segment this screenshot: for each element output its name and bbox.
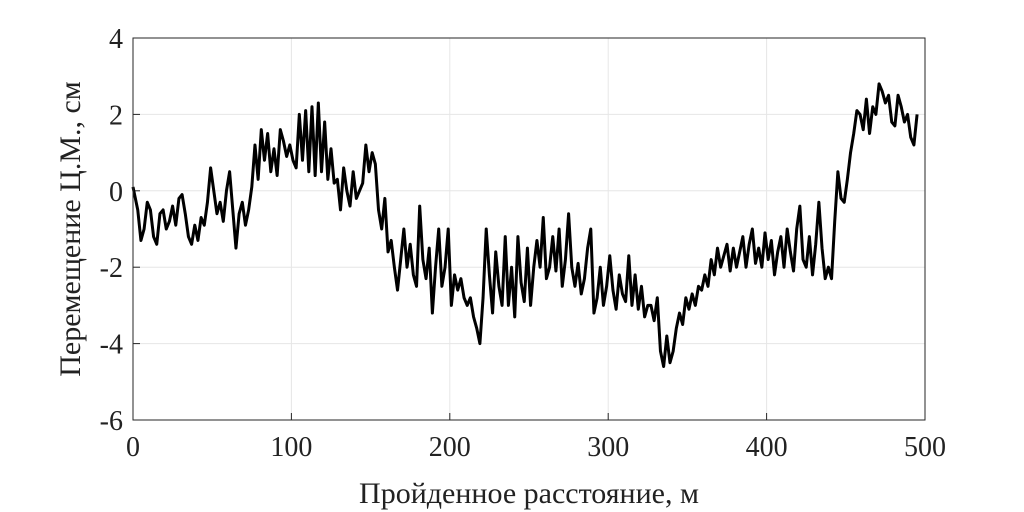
x-axis-label: Пройденное расстояние, м: [359, 477, 699, 510]
x-tick-label: 0: [126, 432, 140, 463]
x-tick-label: 500: [904, 432, 946, 463]
x-tick-label: 300: [587, 432, 629, 463]
y-tick-label: -4: [100, 330, 123, 361]
y-tick-label: 4: [109, 24, 123, 55]
y-tick-label: -6: [100, 406, 123, 437]
y-tick-label: 2: [109, 100, 123, 131]
y-tick-label: 0: [109, 177, 123, 208]
x-tick-label: 400: [746, 432, 788, 463]
data-line: [131, 82, 919, 369]
plot-frame: [132, 37, 926, 421]
x-tick-label: 200: [429, 432, 471, 463]
x-tick-label: 100: [270, 432, 312, 463]
y-axis-label: Перемещение Ц.М., см: [54, 81, 87, 377]
y-tick-label: -2: [100, 253, 123, 284]
